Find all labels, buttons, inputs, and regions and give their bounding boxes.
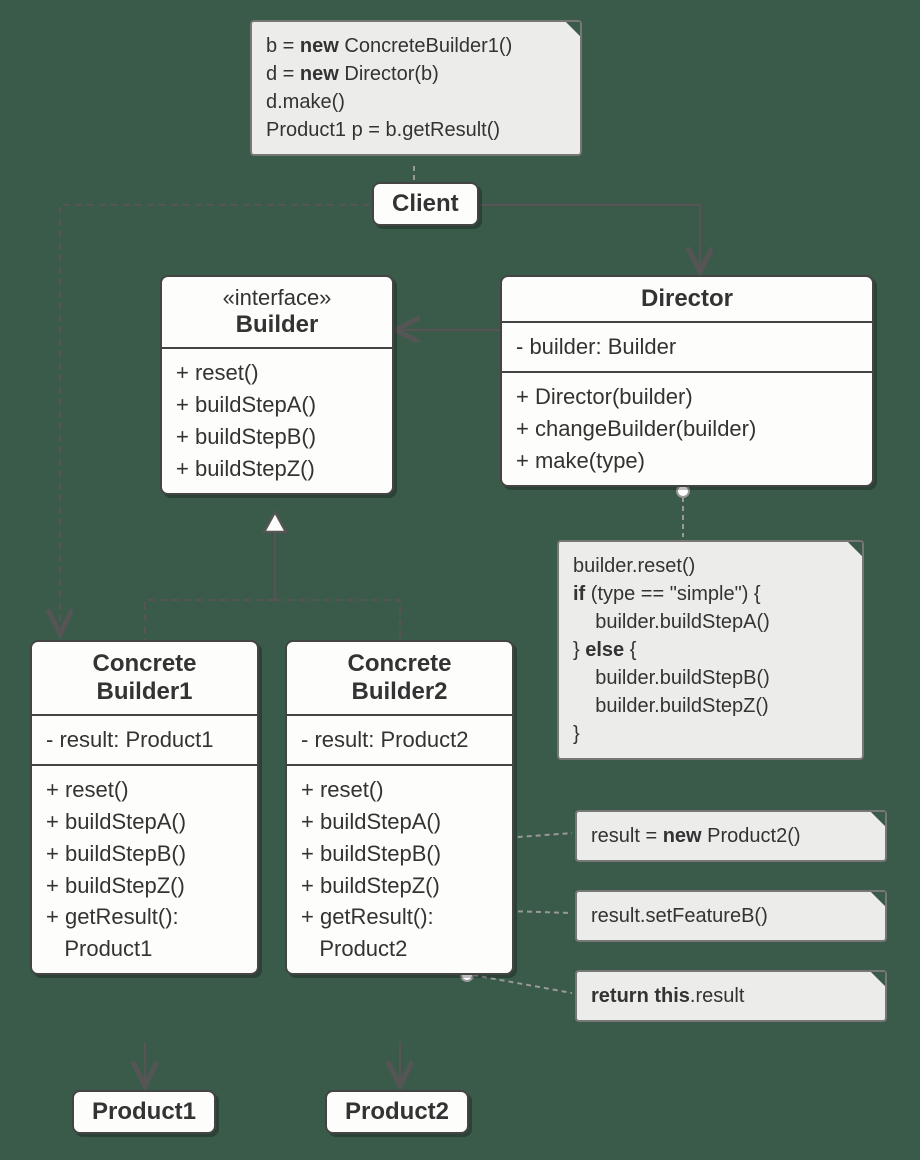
- director-make-note: builder.reset() if (type == "simple") { …: [557, 540, 864, 760]
- reset-code-note: result = new Product2(): [575, 810, 887, 862]
- builder-interface: «interface» Builder + reset() + buildSte…: [160, 275, 394, 495]
- concrete-builder1-class: Concrete Builder1 - result: Product1 + r…: [30, 640, 259, 975]
- concrete-builder2-class: Concrete Builder2 - result: Product2 + r…: [285, 640, 514, 975]
- product2-class: Product2: [325, 1090, 469, 1134]
- client-class: Client: [372, 182, 479, 226]
- stepb-code-note: result.setFeatureB(): [575, 890, 887, 942]
- getresult-code-note: return this.result: [575, 970, 887, 1022]
- diagram-canvas: b = new ConcreteBuilder1() d = new Direc…: [0, 0, 920, 1160]
- client-code-note: b = new ConcreteBuilder1() d = new Direc…: [250, 20, 582, 156]
- product1-class: Product1: [72, 1090, 216, 1134]
- director-class: Director - builder: Builder + Director(b…: [500, 275, 874, 487]
